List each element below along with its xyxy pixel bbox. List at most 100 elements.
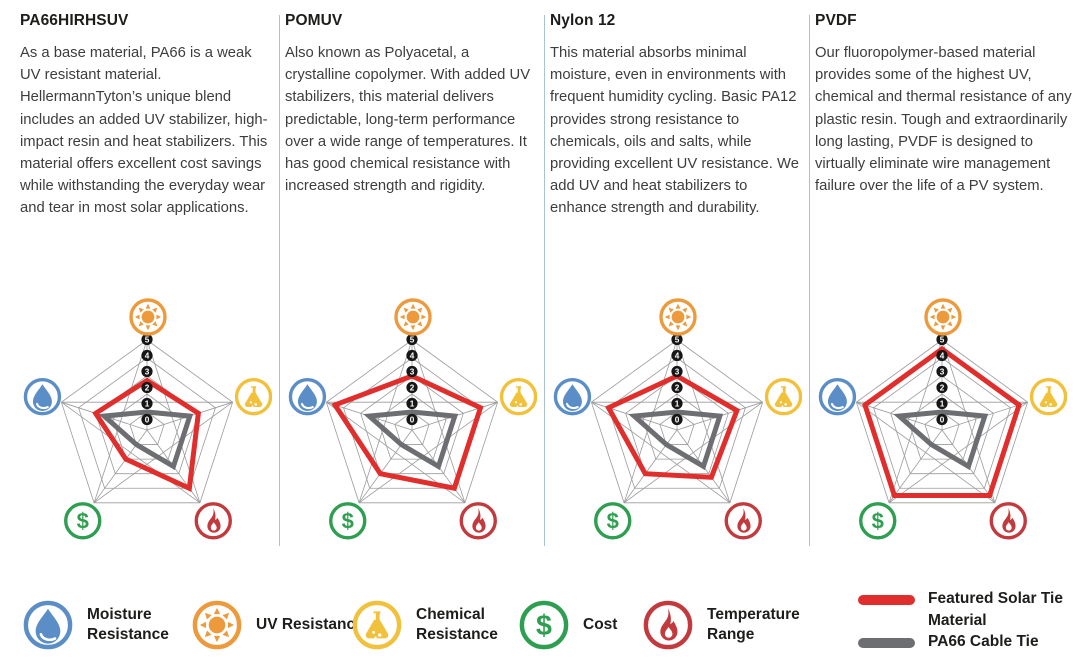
tick-badge [141, 349, 153, 362]
flask-icon [234, 378, 273, 416]
axis-tick-badges: 0 1 2 3 4 5 [671, 333, 683, 426]
material-title: POMUV [285, 12, 343, 29]
tick-badge [406, 397, 418, 410]
flame-icon [724, 502, 762, 540]
legend-label: Moisture Resistance [87, 605, 169, 644]
tick-badge [141, 381, 153, 394]
material-description: This material absorbs minimal moisture, … [550, 45, 799, 217]
tick-label: 3 [145, 367, 150, 376]
column-divider [544, 15, 545, 546]
radar-chart-pomuv: 0 1 2 3 4 5 [287, 286, 538, 544]
tick-label: 1 [675, 399, 680, 408]
droplet-icon [553, 378, 592, 416]
axis-tick-badges: 0 1 2 3 4 5 [936, 333, 948, 426]
series-pa66-cable-tie [628, 409, 724, 471]
tick-label: 2 [410, 383, 415, 392]
legend-item-featured-solar-tie: Featured Solar Tie Material [858, 588, 1087, 631]
flask-icon [764, 378, 803, 416]
series-featured [331, 373, 484, 492]
tick-badge [406, 365, 418, 378]
dollar-icon [859, 502, 897, 540]
legend-item-moisture-resistance: Moisture Resistance [22, 599, 199, 651]
sun-icon [394, 298, 432, 336]
tick-badge [406, 349, 418, 362]
material-column-pvdf: PVDF Our fluoropolymer-based material pr… [815, 12, 1073, 546]
tick-badge [141, 397, 153, 410]
tick-badge [141, 333, 153, 346]
tick-badge [671, 333, 683, 346]
tick-label: 3 [410, 367, 415, 376]
dollar-icon [594, 502, 632, 540]
flask-icon [1029, 378, 1068, 416]
radar-grid [590, 339, 764, 504]
pa66-series-swatch [858, 638, 915, 648]
tick-label: 4 [410, 351, 415, 360]
series-pa66-cable-tie [98, 409, 194, 471]
tick-label: 0 [145, 415, 150, 424]
tick-badge [936, 349, 948, 362]
sun-icon [191, 599, 243, 651]
column-divider [279, 15, 280, 546]
tick-label: 4 [675, 351, 680, 360]
material-column-nylon12: Nylon 12 This material absorbs minimal m… [550, 12, 803, 546]
dollar-icon [64, 502, 102, 540]
tick-badge [406, 333, 418, 346]
tick-badge [936, 413, 948, 426]
tick-badge [671, 413, 683, 426]
legend-label: Featured Solar Tie Material [928, 590, 1063, 629]
tick-label: 1 [410, 399, 415, 408]
material-column-pomuv: POMUV Also known as Polyacetal, a crysta… [285, 12, 538, 546]
flame-icon [459, 502, 497, 540]
featured-series-swatch [858, 595, 915, 605]
tick-label: 2 [940, 383, 945, 392]
radar-chart-pa66hirhsuv: 0 1 2 3 4 5 [22, 286, 273, 544]
series-pa66-cable-tie [363, 409, 459, 471]
droplet-icon [818, 378, 857, 416]
material-title: PA66HIRHSUV [20, 12, 129, 29]
tick-label: 3 [940, 367, 945, 376]
flame-icon [642, 599, 694, 651]
series-pa66-cable-tie [893, 409, 989, 471]
legend-label: PA66 Cable Tie [928, 633, 1039, 650]
tick-badge [671, 365, 683, 378]
dollar-icon [518, 599, 570, 651]
radar-chart-svg: 0 1 2 3 4 5 [23, 298, 273, 540]
axis-tick-badges: 0 1 2 3 4 5 [141, 333, 153, 426]
radar-grid [855, 339, 1029, 504]
tick-label: 4 [940, 351, 945, 360]
flame-icon [194, 502, 232, 540]
flame-icon [989, 502, 1027, 540]
tick-badge [671, 397, 683, 410]
tick-label: 5 [410, 335, 415, 344]
tick-label: 5 [145, 335, 150, 344]
legend-label: Cost [583, 615, 618, 633]
material-description: As a base material, PA66 is a weak UV re… [20, 45, 268, 217]
legend-item-uv-resistance: UV Resistance [191, 599, 368, 651]
flask-icon [499, 378, 538, 416]
droplet-icon [22, 599, 74, 651]
tick-label: 0 [940, 415, 945, 424]
tick-badge [936, 397, 948, 410]
tick-label: 0 [675, 415, 680, 424]
tick-label: 1 [940, 399, 945, 408]
tick-badge [671, 381, 683, 394]
droplet-icon [23, 378, 62, 416]
flask-icon [351, 599, 403, 651]
axis-tick-badges: 0 1 2 3 4 5 [406, 333, 418, 426]
tick-badge [671, 349, 683, 362]
legend-label: Chemical Resistance [416, 605, 498, 644]
legend-item-temperature-range: Temperature Range [642, 599, 819, 651]
material-description: Also known as Polyacetal, a crystalline … [285, 45, 531, 195]
material-title: PVDF [815, 12, 857, 29]
tick-badge [936, 381, 948, 394]
series-featured [605, 373, 741, 480]
legend-label: UV Resistance [256, 615, 364, 633]
tick-badge [406, 413, 418, 426]
series-featured [862, 345, 1022, 499]
tick-label: 0 [410, 415, 415, 424]
tick-label: 5 [675, 335, 680, 344]
tick-badge [936, 333, 948, 346]
tick-badge [406, 381, 418, 394]
radar-chart-nylon12: 0 1 2 3 4 5 [552, 286, 803, 544]
